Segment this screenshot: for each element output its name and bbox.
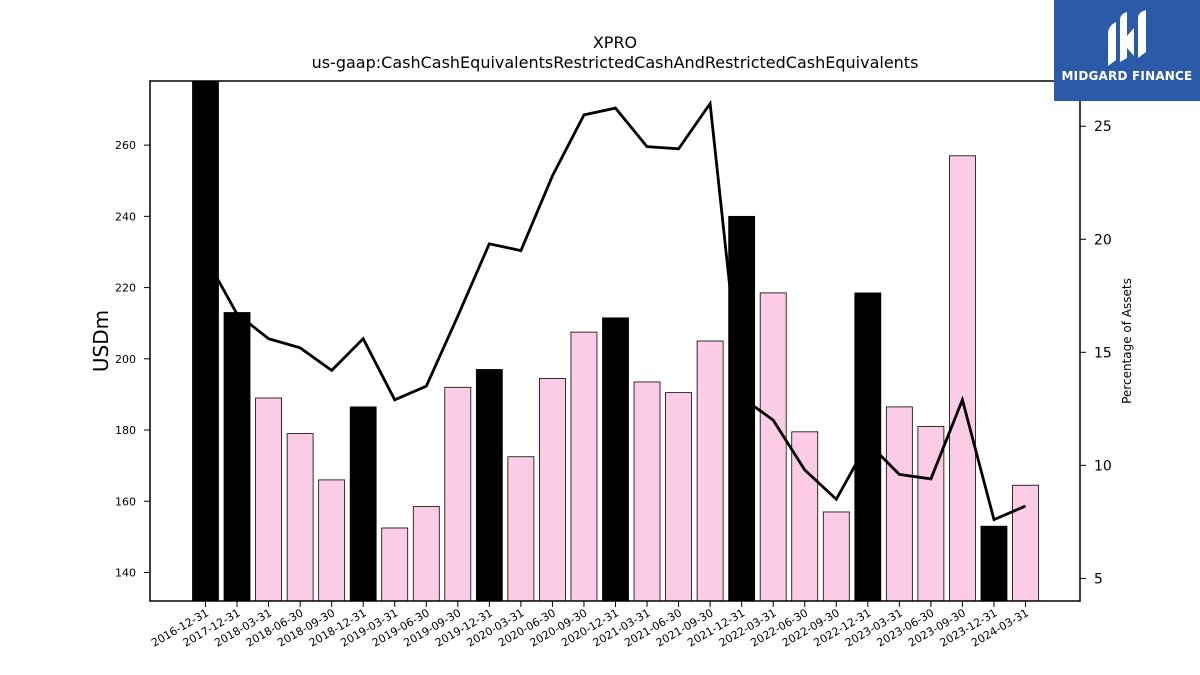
y2-axis-label: Percentage of Assets: [1120, 278, 1134, 404]
left-tick-label-200: 200: [115, 353, 136, 366]
bar-2018-09-30: [318, 479, 346, 602]
bar-2018-06-30: [286, 433, 314, 602]
right-axis: 5 10 15 20 25: [1080, 119, 1112, 587]
bar-2022-12-31: [854, 292, 882, 602]
bar-group: [192, 80, 1039, 602]
chart-title: XPRO: [593, 33, 637, 52]
chart-subtitle: us-gaap:CashCashEquivalentsRestrictedCas…: [312, 53, 919, 72]
bar-2017-12-31: [223, 312, 251, 602]
right-tick-label-15: 15: [1094, 345, 1112, 361]
y-axis-label: USDm: [89, 310, 113, 372]
bar-2020-12-31: [602, 317, 629, 602]
left-tick-label-180: 180: [115, 424, 136, 437]
left-axis: 140 160 180 200 220 240 260: [115, 139, 150, 580]
bar-2022-06-30: [791, 431, 819, 602]
left-tick-label-160: 160: [115, 495, 136, 508]
logo-mark-icon: [1108, 10, 1146, 66]
brand-logo: MIDGARD FINANCE: [1054, 0, 1200, 101]
left-tick-label-240: 240: [115, 210, 136, 223]
bar-2019-09-30: [444, 386, 472, 602]
bar-2022-09-30: [822, 511, 850, 602]
bar-2023-03-31: [885, 406, 913, 602]
bar-2021-09-30: [696, 340, 724, 602]
right-tick-label-25: 25: [1094, 119, 1112, 135]
bar-2022-03-31: [759, 292, 787, 602]
left-tick-label-220: 220: [115, 282, 136, 295]
bar-2020-06-30: [539, 377, 566, 602]
bar-2020-03-31: [507, 456, 535, 602]
left-tick-label-260: 260: [115, 139, 136, 152]
bar-2021-12-31: [728, 215, 756, 602]
line-layer: [204, 99, 1027, 522]
bar-2016-12-31: [192, 80, 219, 602]
bar-2021-03-31: [633, 381, 661, 602]
bar-2023-12-31: [980, 525, 1008, 602]
bar-2020-09-30: [570, 331, 598, 602]
right-tick-label-5: 5: [1094, 571, 1103, 587]
percentage-line: [204, 99, 1027, 522]
bar-2018-12-31: [349, 406, 377, 602]
bar-2018-03-31: [255, 397, 282, 602]
bar-2019-06-30: [412, 506, 440, 602]
bar-2021-06-30: [665, 392, 692, 602]
right-tick-label-20: 20: [1094, 232, 1112, 248]
x-axis: 2016-12-312017-12-312018-03-312018-06-30…: [149, 601, 1031, 650]
bar-2019-12-31: [475, 369, 503, 602]
logo-text: MIDGARD FINANCE: [1061, 69, 1193, 83]
right-tick-label-10: 10: [1094, 458, 1112, 474]
bar-2019-03-31: [381, 527, 409, 602]
bar-2023-09-30: [949, 155, 976, 602]
bar-2024-03-31: [1012, 484, 1039, 602]
left-tick-label-140: 140: [115, 567, 136, 580]
